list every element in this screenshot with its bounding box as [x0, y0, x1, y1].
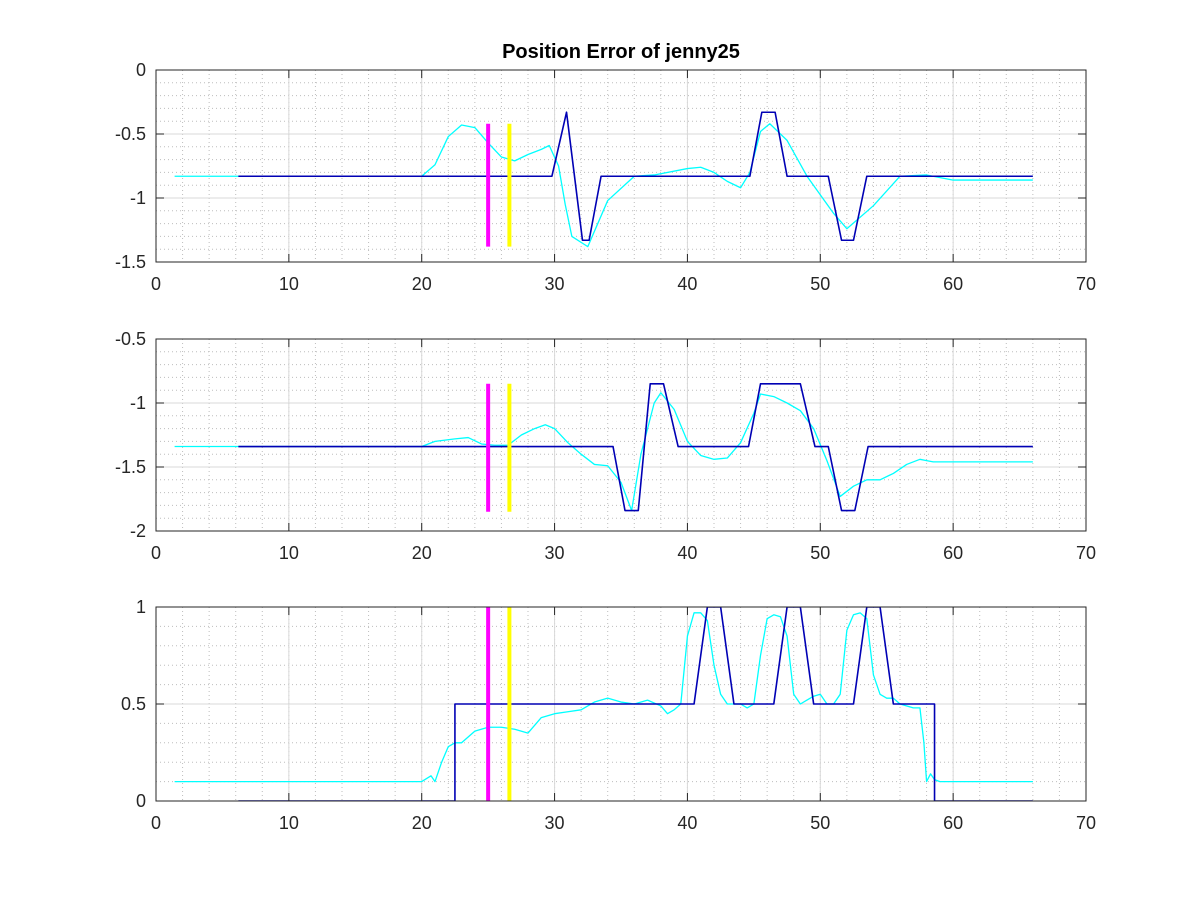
x-tick-label: 10: [279, 813, 299, 833]
x-tick-label: 60: [943, 543, 963, 563]
x-tick-label: 20: [412, 543, 432, 563]
plot-series-group: [174, 382, 1033, 512]
x-tick-label: 40: [677, 274, 697, 294]
x-tick-label: 40: [677, 813, 697, 833]
x-tick-label: 30: [545, 813, 565, 833]
plot-series-group: [174, 111, 1033, 248]
x-tick-label: 30: [545, 543, 565, 563]
y-tick-label: -0.5: [115, 124, 146, 144]
reference-line: [238, 382, 1033, 512]
y-tick-label: -1.5: [115, 252, 146, 272]
x-tick-label: 0: [151, 274, 161, 294]
axes-box: [155, 69, 1087, 263]
x-tick-label: 70: [1076, 274, 1096, 294]
x-tick-label: 40: [677, 543, 697, 563]
measured-line: [174, 612, 1033, 783]
x-tick-label: 10: [279, 543, 299, 563]
y-tick-label: 1: [136, 597, 146, 617]
y-tick-label: 0.5: [121, 694, 146, 714]
measured-line: [174, 392, 1033, 512]
y-tick-label: -1.5: [115, 457, 146, 477]
x-tick-label: 30: [545, 274, 565, 294]
x-tick-label: 0: [151, 813, 161, 833]
y-tick-label: 0: [136, 60, 146, 80]
plot-series-group: [174, 607, 1033, 801]
axes-panel-1: 0 10 20 30 40 50 60 70 -1.5 -1 -0.5 0: [115, 60, 1096, 294]
x-tick-label: 20: [412, 813, 432, 833]
axes-box: [155, 338, 1087, 532]
x-tick-label: 50: [810, 813, 830, 833]
y-tick-label: -0.5: [115, 329, 146, 349]
x-tick-label: 70: [1076, 813, 1096, 833]
x-tick-label: 70: [1076, 543, 1096, 563]
reference-line: [238, 607, 1033, 801]
y-tick-label: -1: [130, 393, 146, 413]
figure-title: Position Error of jenny25: [502, 41, 740, 63]
x-tick-label: 50: [810, 274, 830, 294]
axes-panel-3: 0 10 20 30 40 50 60 70 0 0.5 1: [121, 597, 1096, 833]
x-tick-label: 60: [943, 274, 963, 294]
y-tick-label: -2: [130, 521, 146, 541]
reference-line: [238, 111, 1033, 242]
x-tick-label: 60: [943, 813, 963, 833]
y-tick-label: -1: [130, 188, 146, 208]
y-tick-label: 0: [136, 791, 146, 811]
x-tick-label: 20: [412, 274, 432, 294]
plot-area: [156, 70, 1086, 262]
x-tick-label: 50: [810, 543, 830, 563]
axes-panel-2: 0 10 20 30 40 50 60 70 -2 -1.5 -1 -0.5: [115, 329, 1096, 563]
x-tick-label: 0: [151, 543, 161, 563]
x-tick-label: 10: [279, 274, 299, 294]
plot-area: [156, 339, 1086, 531]
